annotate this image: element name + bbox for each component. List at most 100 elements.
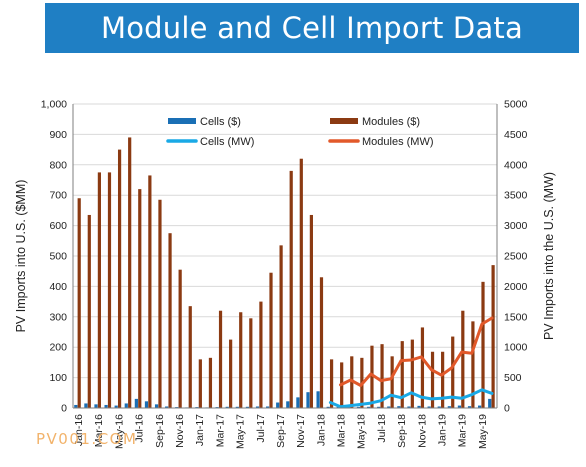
bar-cells-usd — [144, 401, 149, 408]
bar-modules-usd — [208, 357, 213, 408]
bar-cells-usd — [94, 404, 98, 408]
bar-cells-usd — [165, 406, 169, 408]
bar-cells-usd — [266, 406, 270, 408]
x-tick-label: Mar-18 — [336, 414, 348, 447]
y2-tick-label: 4500 — [504, 129, 528, 141]
bar-modules-usd — [249, 318, 253, 408]
bar-cells-usd — [316, 391, 320, 408]
bar-modules-usd — [158, 199, 162, 408]
bar-modules-usd — [329, 359, 334, 408]
bar-modules-usd — [107, 172, 112, 408]
legend-modules-mw-label: Modules (MW) — [362, 136, 434, 148]
x-tick-label: Jan-18 — [315, 414, 327, 446]
x-tick-label: Mar-19 — [457, 414, 469, 447]
bar-cells-usd — [407, 406, 411, 408]
bar-cells-usd — [488, 398, 492, 408]
bar-cells-usd — [114, 405, 118, 408]
bar-cells-usd — [255, 406, 260, 408]
bar-cells-usd — [286, 401, 290, 408]
bar-cells-usd — [427, 406, 431, 408]
x-tick-label: May-17 — [235, 414, 247, 449]
y2-tick-label: 1500 — [504, 311, 528, 323]
bar-cells-usd — [235, 406, 239, 408]
bar-cells-usd — [356, 406, 361, 408]
bar-cells-usd — [134, 398, 138, 408]
bar-modules-usd — [461, 310, 465, 408]
bar-modules-usd — [128, 137, 132, 408]
x-tick-label: Mar-16 — [93, 414, 105, 447]
y-tick-label: 500 — [49, 251, 67, 263]
x-tick-label: Nov-17 — [295, 414, 307, 448]
bar-cells-usd — [124, 403, 128, 408]
y-tick-label: 300 — [49, 311, 67, 323]
y2-tick-label: 5000 — [504, 99, 528, 111]
bar-modules-usd — [380, 344, 384, 408]
bar-cells-usd — [225, 406, 229, 408]
y2-tick-label: 1000 — [504, 342, 528, 354]
y2-axis-title: PV Imports into the U.S. (MW) — [542, 172, 556, 340]
y2-tick-label: 3000 — [504, 220, 528, 232]
y2-tick-label: 2500 — [504, 251, 528, 263]
bar-modules-usd — [218, 310, 223, 408]
bar-modules-usd — [87, 214, 91, 408]
x-tick-label: Nov-18 — [416, 414, 428, 448]
bar-modules-usd — [420, 327, 425, 408]
bar-cells-usd — [276, 402, 280, 408]
bar-cells-usd — [84, 403, 88, 408]
y-axis-title: PV Imports into U.S. ($MM) — [14, 180, 28, 333]
x-tick-label: Jan-19 — [436, 414, 448, 446]
bar-cells-usd — [245, 406, 250, 408]
bar-modules-usd — [188, 306, 192, 408]
bar-cells-usd — [387, 406, 391, 408]
y2-tick-label: 0 — [504, 403, 510, 415]
bar-modules-usd — [198, 359, 202, 408]
bar-modules-usd — [117, 149, 122, 408]
x-tick-label: Jan-17 — [194, 414, 206, 446]
bar-modules-usd — [239, 312, 243, 408]
bar-modules-usd — [279, 245, 283, 408]
x-tick-label: Sep-16 — [154, 414, 166, 448]
line-modules-mw — [339, 316, 494, 387]
bar-cells-usd — [154, 404, 159, 408]
x-tick-label: Mar-17 — [214, 414, 226, 447]
watermark: PV001.COM — [36, 430, 138, 448]
x-tick-label: May-16 — [113, 414, 125, 449]
y2-tick-label: 4000 — [504, 159, 528, 171]
title-banner: Module and Cell Import Data — [45, 3, 579, 53]
bar-modules-usd — [178, 269, 182, 408]
bar-modules-usd — [299, 158, 303, 408]
x-tick-label: Jan-16 — [73, 414, 85, 446]
bar-modules-usd — [471, 321, 475, 408]
bar-cells-usd — [417, 405, 421, 408]
page-title: Module and Cell Import Data — [101, 11, 523, 45]
y2-tick-label: 3500 — [504, 190, 528, 202]
bar-cells-usd — [478, 405, 482, 408]
x-tick-label: Nov-16 — [174, 414, 186, 448]
y-tick-label: 900 — [49, 129, 67, 141]
x-tick-label: Sep-17 — [275, 414, 287, 448]
y-tick-label: 1,000 — [41, 99, 67, 111]
bar-cells-usd — [306, 392, 310, 408]
bar-cells-usd — [437, 406, 441, 408]
bar-modules-usd — [229, 339, 233, 408]
legend-cells-usd-label: Cells ($) — [200, 116, 241, 128]
bar-cells-usd — [74, 404, 78, 408]
legend-modules-usd-label: Modules ($) — [362, 116, 420, 128]
x-tick-label: May-18 — [356, 414, 368, 449]
bar-modules-usd — [481, 281, 485, 408]
bar-modules-usd — [138, 189, 142, 408]
bar-modules-usd — [370, 345, 374, 408]
bar-modules-usd — [77, 198, 81, 408]
bar-modules-usd — [441, 351, 445, 408]
bar-cells-usd — [467, 406, 472, 408]
y-tick-label: 600 — [49, 220, 67, 232]
bar-cells-usd — [447, 406, 451, 408]
bar-cells-usd — [104, 404, 108, 408]
bar-modules-usd — [148, 175, 152, 408]
bar-modules-usd — [491, 265, 495, 408]
bar-modules-usd — [390, 356, 394, 408]
bar-cells-usd — [457, 405, 462, 408]
y2-tick-label: 2000 — [504, 281, 528, 293]
x-tick-label: Jul-18 — [376, 414, 388, 443]
